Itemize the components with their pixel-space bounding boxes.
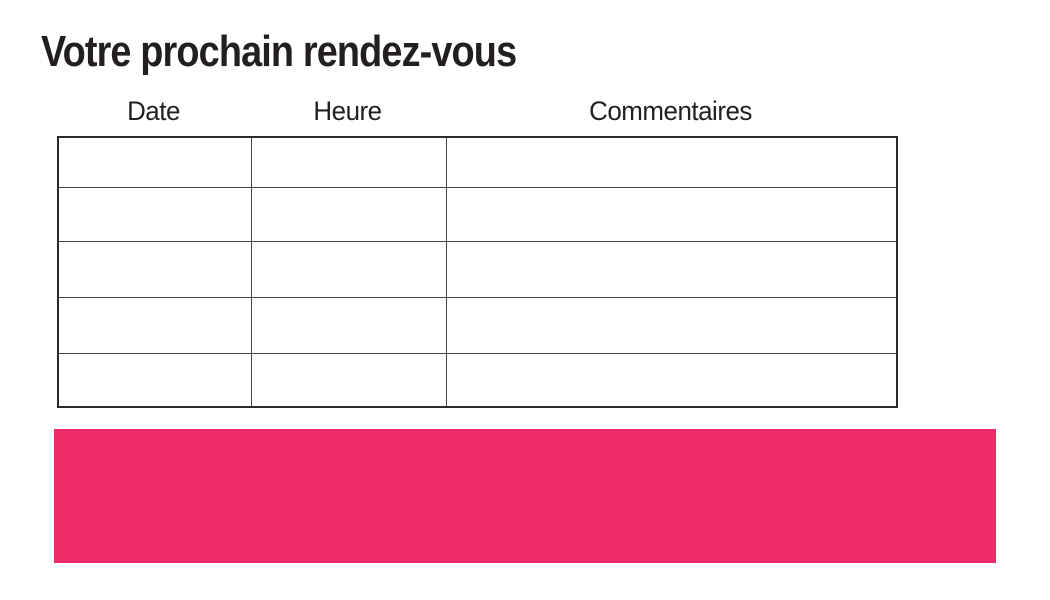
table-cell-r3-heure	[252, 242, 447, 298]
column-header-heure: Heure	[313, 96, 382, 126]
table-cell-r4-commentaires	[447, 298, 896, 354]
table-cell-r1-date	[59, 138, 252, 188]
table-cell-r2-date	[59, 188, 252, 242]
table-cell-r3-date	[59, 242, 252, 298]
table-cell-r2-heure	[252, 188, 447, 242]
table-cell-r5-date	[59, 354, 252, 406]
column-header-commentaires: Commentaires	[589, 96, 752, 126]
table-cell-r5-heure	[252, 354, 447, 406]
appointments-table	[57, 136, 898, 408]
table-header-row: Date Heure Commentaires	[57, 92, 896, 130]
table-cell-r1-commentaires	[447, 138, 896, 188]
column-header-date: Date	[127, 96, 180, 126]
table-cell-r5-commentaires	[447, 354, 896, 406]
table-cell-r3-commentaires	[447, 242, 896, 298]
table-cell-r4-date	[59, 298, 252, 354]
table-cell-r1-heure	[252, 138, 447, 188]
page-title: Votre prochain rendez-vous	[41, 27, 517, 76]
table-cell-r4-heure	[252, 298, 447, 354]
pink-banner	[54, 429, 996, 563]
table-cell-r2-commentaires	[447, 188, 896, 242]
